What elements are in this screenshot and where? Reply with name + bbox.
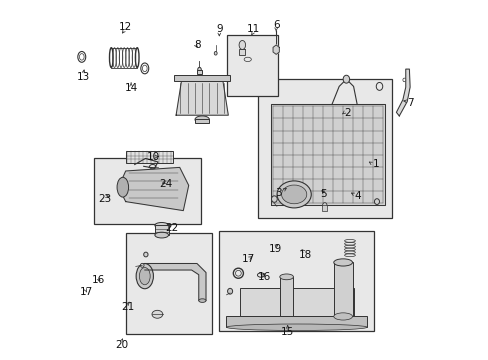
Text: 5: 5 — [320, 189, 326, 199]
Ellipse shape — [140, 264, 144, 267]
Bar — [197, 70, 201, 74]
Bar — [94, 158, 201, 224]
Ellipse shape — [136, 264, 153, 289]
Ellipse shape — [333, 259, 352, 266]
Text: 15: 15 — [281, 327, 294, 337]
Bar — [239, 49, 244, 55]
Ellipse shape — [333, 313, 352, 320]
Text: 7: 7 — [406, 98, 412, 108]
Polygon shape — [176, 81, 228, 115]
Polygon shape — [144, 264, 205, 301]
Polygon shape — [396, 69, 409, 116]
Text: 11: 11 — [246, 24, 260, 34]
Text: 2: 2 — [343, 108, 350, 118]
Text: 6: 6 — [273, 20, 280, 30]
Ellipse shape — [227, 288, 232, 294]
Text: 9: 9 — [216, 24, 222, 34]
Text: 20: 20 — [115, 340, 128, 350]
Polygon shape — [270, 104, 384, 205]
Ellipse shape — [277, 181, 311, 208]
Text: 16: 16 — [257, 272, 270, 282]
Text: 18: 18 — [299, 250, 312, 260]
Ellipse shape — [214, 51, 217, 55]
Bar — [195, 119, 209, 123]
Bar — [125, 233, 212, 334]
Ellipse shape — [226, 324, 366, 330]
Ellipse shape — [195, 116, 209, 123]
Bar — [227, 35, 277, 96]
Bar — [226, 316, 366, 327]
Polygon shape — [272, 45, 279, 54]
Bar — [219, 231, 373, 331]
Text: 17: 17 — [80, 287, 93, 297]
Ellipse shape — [374, 199, 379, 204]
Text: 8: 8 — [194, 40, 201, 50]
Ellipse shape — [117, 177, 128, 197]
Bar — [322, 205, 326, 211]
Text: 23: 23 — [98, 194, 111, 204]
Ellipse shape — [199, 299, 205, 302]
Ellipse shape — [155, 232, 168, 238]
Text: 14: 14 — [124, 83, 138, 93]
Bar — [240, 288, 353, 316]
Ellipse shape — [143, 252, 148, 257]
Text: 1: 1 — [372, 159, 378, 169]
Bar — [333, 262, 352, 316]
Text: 3: 3 — [275, 188, 282, 198]
Text: 17: 17 — [241, 254, 254, 264]
Text: 19: 19 — [268, 244, 281, 254]
Text: 24: 24 — [159, 179, 172, 189]
Polygon shape — [118, 167, 188, 211]
Bar — [174, 75, 230, 81]
Ellipse shape — [155, 222, 168, 228]
Text: 22: 22 — [165, 222, 178, 233]
Text: 12: 12 — [118, 22, 131, 32]
Ellipse shape — [322, 203, 326, 208]
Text: 4: 4 — [354, 191, 361, 201]
Ellipse shape — [197, 67, 201, 72]
Text: 13: 13 — [77, 72, 90, 82]
Ellipse shape — [139, 267, 150, 285]
Ellipse shape — [402, 78, 405, 82]
Text: 21: 21 — [121, 302, 134, 312]
Bar — [258, 79, 391, 218]
Ellipse shape — [279, 274, 293, 280]
Text: 10: 10 — [147, 152, 160, 162]
Bar — [155, 225, 168, 235]
Ellipse shape — [152, 310, 163, 318]
Ellipse shape — [239, 41, 245, 50]
Ellipse shape — [343, 75, 349, 83]
Text: 16: 16 — [92, 275, 105, 285]
Ellipse shape — [281, 185, 306, 204]
Bar — [125, 151, 172, 163]
Ellipse shape — [271, 196, 277, 202]
Bar — [279, 277, 293, 316]
